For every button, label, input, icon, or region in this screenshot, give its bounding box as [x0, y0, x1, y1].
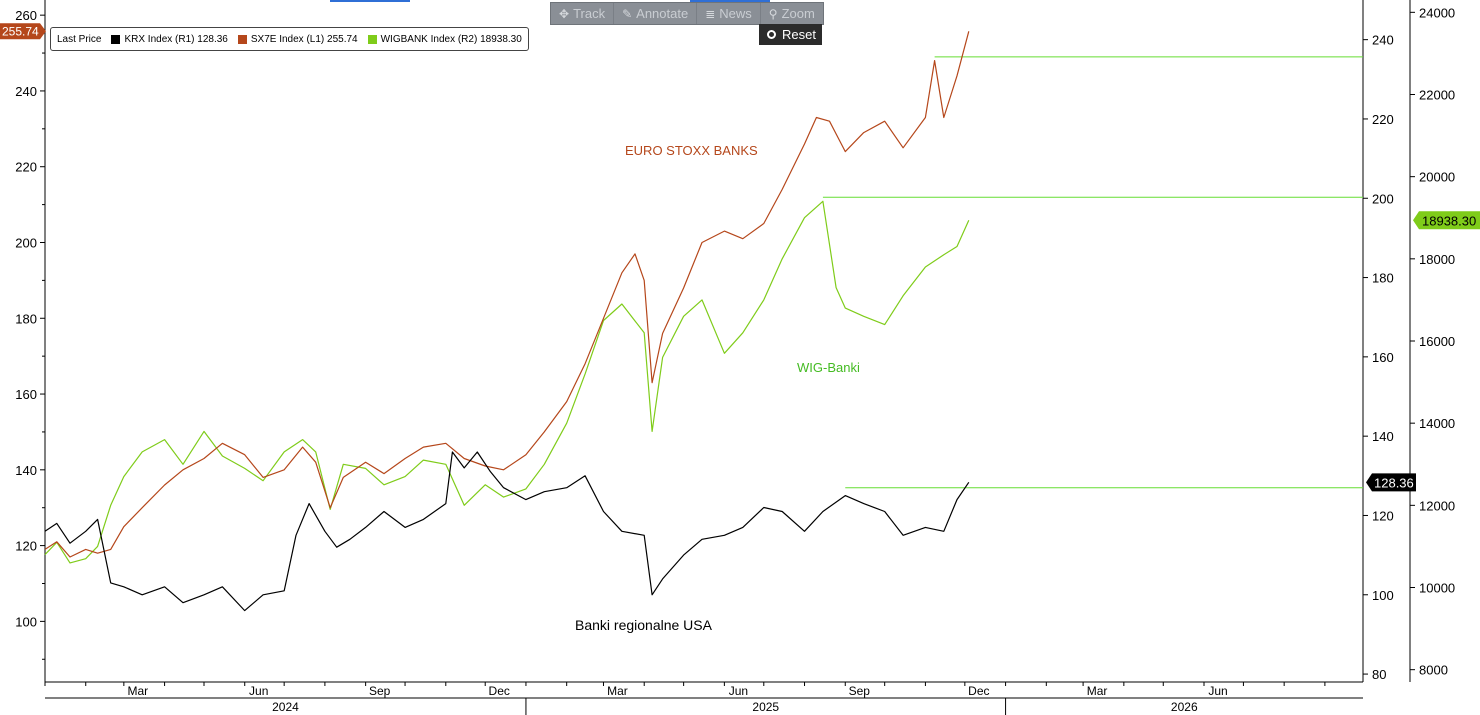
x-tick-label: Jun [249, 684, 268, 698]
chart-axes [44, 0, 1411, 699]
legend-swatch-krx [111, 34, 121, 44]
left-tick-label: 240 [15, 84, 37, 99]
right1-tick-label: 100 [1372, 588, 1394, 603]
annotation-euro-stoxx-banks: EURO STOXX BANKS [625, 143, 758, 158]
year-label: 2025 [752, 700, 779, 714]
top-accent-bar [330, 0, 410, 2]
reset-icon [767, 30, 776, 39]
right2-tick-label: 10000 [1419, 581, 1455, 596]
right2-tick-label: 20000 [1419, 170, 1455, 185]
right2-tick-label: 8000 [1419, 663, 1448, 678]
zoom-label: Zoom [781, 6, 815, 21]
right1-tick-label: 200 [1372, 191, 1394, 206]
right2-tick-label: 12000 [1419, 498, 1455, 513]
left-tick-label: 180 [15, 311, 37, 326]
wigbank-series-line [44, 200, 970, 564]
right2-tick-label: 16000 [1419, 334, 1455, 349]
legend-swatch-wig [367, 34, 377, 44]
news-icon: ≣ [705, 6, 716, 21]
news-button[interactable]: ≣ News [697, 3, 761, 24]
top-accent-bar [690, 0, 770, 2]
left-tick-label: 120 [15, 539, 37, 554]
right1-tick-label: 240 [1372, 33, 1394, 48]
legend-swatch-sx7e [237, 34, 247, 44]
left-tick-label: 220 [15, 160, 37, 175]
plot-area [45, 0, 1363, 682]
news-label: News [719, 6, 752, 21]
reset-label: Reset [782, 27, 816, 42]
right1-tick-label: 220 [1372, 112, 1394, 127]
krx-series-line [44, 451, 970, 612]
right1-tick-label: 80 [1372, 667, 1386, 682]
annotation-banki-regionalne-usa: Banki regionalne USA [575, 617, 713, 633]
legend-item-wig: WIGBANK Index (R2) 18938.30 [367, 33, 522, 45]
left-axis-ticks: 100 120 140 160 180 200 220 240 260 [15, 8, 45, 660]
chart-legend: Last Price KRX Index (R1) 128.36 SX7E In… [50, 27, 529, 51]
track-button[interactable]: ✥ Track [551, 3, 615, 24]
x-tick-label: Jun [729, 684, 748, 698]
sx7e-last-tag [0, 23, 46, 40]
right2-tick-label: 24000 [1419, 5, 1455, 20]
legend-item-sx7e: SX7E Index (L1) 255.74 [237, 33, 358, 45]
right2-tick-label: 18000 [1419, 252, 1455, 267]
right2-tick-label: 14000 [1419, 416, 1455, 431]
x-tick-label: Jun [1208, 684, 1227, 698]
x-tick-label: Sep [369, 684, 391, 698]
right2-tick-label: 22000 [1419, 87, 1455, 102]
right1-tick-label: 120 [1372, 508, 1394, 523]
chart-toolbar: ✥ Track ✎ Annotate ≣ News ⚲ Zoom [550, 2, 824, 25]
legend-label-wig: WIGBANK Index (R2) 18938.30 [380, 33, 522, 45]
x-axis-ticks: Mar Jun Sep Dec Mar Jun Sep Dec Mar Jun 2024 2025 20… [44, 682, 1326, 715]
sx7e-series-line [44, 31, 970, 558]
year-label: 2024 [272, 700, 299, 714]
wigbank-last-tag [1413, 211, 1480, 230]
zoom-button[interactable]: ⚲ Zoom [761, 3, 823, 24]
sx7e-last-value: 255.74 [2, 24, 39, 38]
crosshair-icon: ✥ [559, 6, 570, 21]
annotate-button[interactable]: ✎ Annotate [614, 3, 698, 24]
annotate-label: Annotate [636, 6, 689, 21]
x-tick-label: Mar [607, 684, 628, 698]
right1-axis-ticks: 80 100 120 140 160 180 200 220 240 [1363, 33, 1394, 682]
left-tick-label: 100 [15, 614, 37, 629]
legend-item-krx: KRX Index (R1) 128.36 [111, 33, 228, 45]
right1-tick-label: 160 [1372, 350, 1394, 365]
year-label: 2026 [1171, 700, 1198, 714]
magnifier-icon: ⚲ [768, 6, 778, 21]
left-tick-label: 200 [15, 235, 37, 250]
left-tick-label: 260 [15, 8, 37, 23]
x-tick-label: Sep [849, 684, 871, 698]
reset-button[interactable]: Reset [759, 24, 822, 45]
legend-label-krx: KRX Index (R1) 128.36 [124, 33, 228, 45]
track-label: Track [573, 6, 606, 21]
last-value-tags: 255.74 128.36 18938.30 [0, 23, 1480, 492]
right1-tick-label: 140 [1372, 429, 1394, 444]
x-tick-label: Dec [968, 684, 989, 698]
series-lines [44, 31, 970, 612]
x-tick-label: Mar [1087, 684, 1108, 698]
left-tick-label: 160 [15, 387, 37, 402]
krx-last-value: 128.36 [1374, 475, 1414, 490]
reference-lines [822, 56, 1363, 489]
krx-last-tag [1366, 473, 1416, 492]
right2-axis-ticks: 8000 10000 12000 14000 16000 18000 20000 22000 2… [1410, 5, 1455, 678]
right1-tick-label: 180 [1372, 271, 1394, 286]
wigbank-last-value: 18938.30 [1422, 213, 1476, 228]
annotation-wig-banki: WIG-Banki [797, 360, 860, 375]
x-tick-label: Mar [128, 684, 149, 698]
legend-title: Last Price [57, 33, 102, 45]
legend-label-sx7e: SX7E Index (L1) 255.74 [250, 33, 358, 45]
pencil-icon: ✎ [622, 6, 633, 21]
left-tick-label: 140 [15, 463, 37, 478]
x-tick-label: Dec [489, 684, 510, 698]
